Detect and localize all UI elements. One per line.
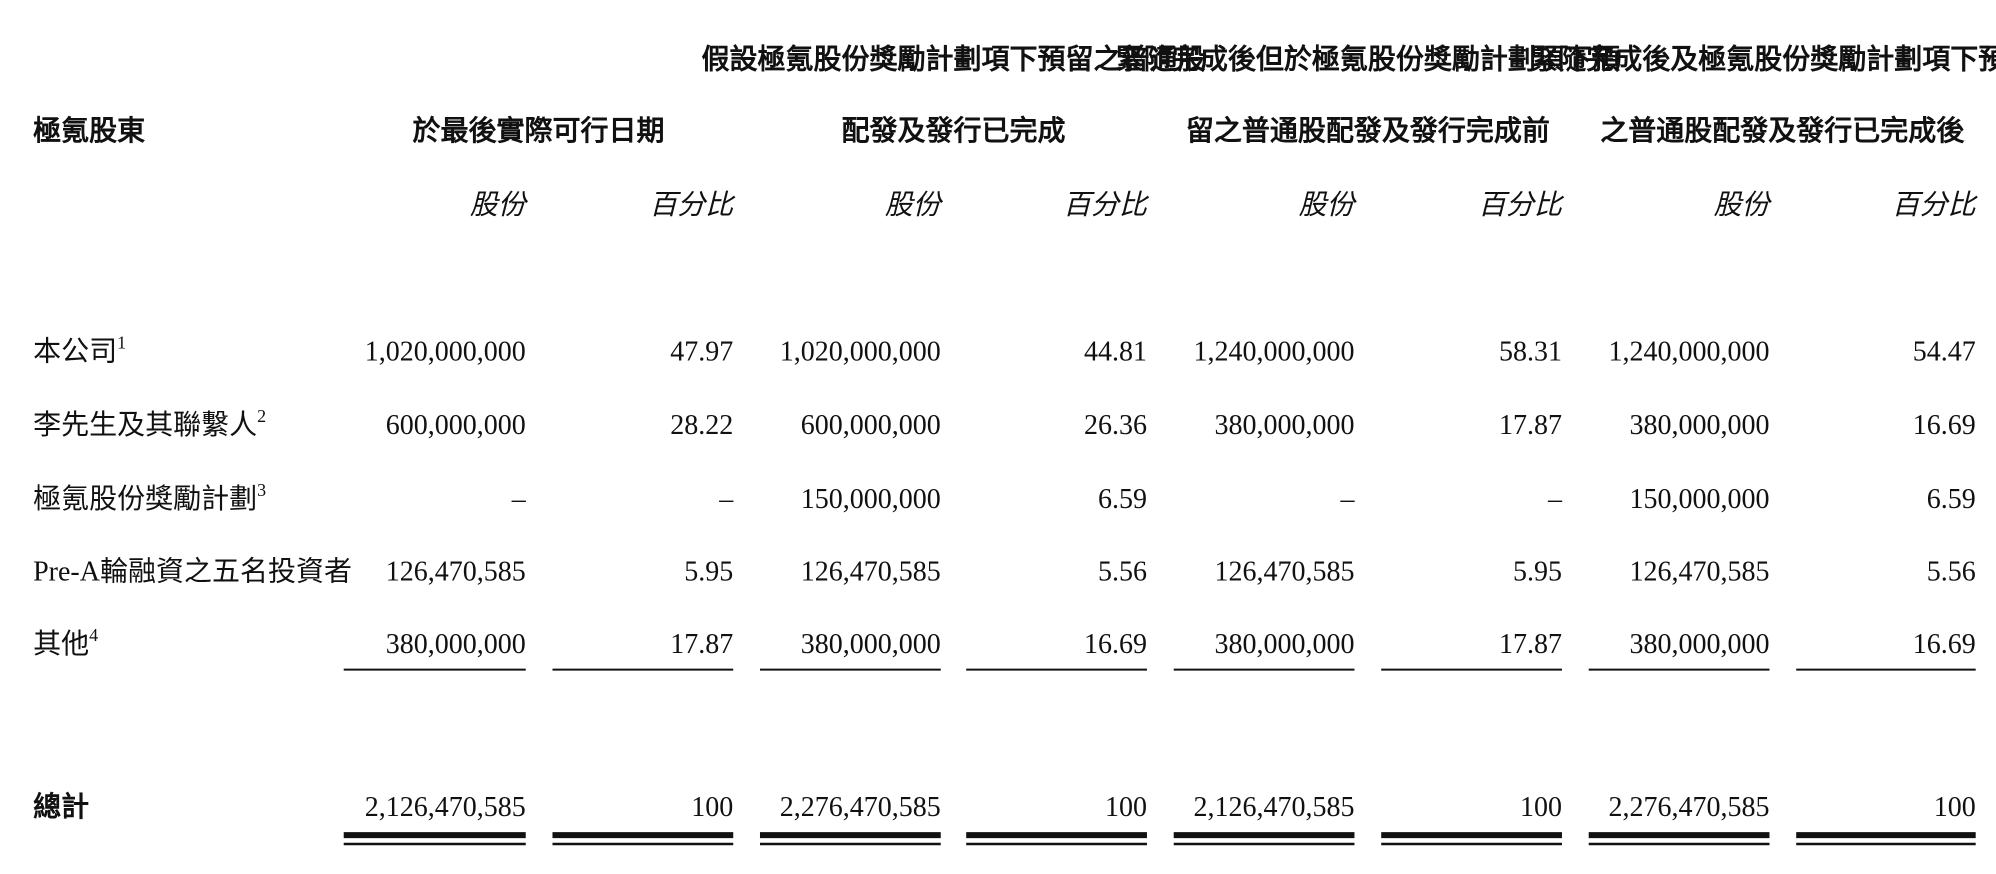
- cell: 380,000,000: [801, 629, 941, 660]
- total-cell: 2,276,470,585: [1608, 792, 1769, 823]
- cell: 1,240,000,000: [1608, 336, 1769, 367]
- sub-header: 百分比: [1892, 190, 1979, 221]
- total-cell: 100: [691, 792, 733, 823]
- sub-header: 百分比: [1478, 190, 1565, 221]
- row-name: 其他: [33, 628, 89, 660]
- row-label: 其他4: [33, 625, 98, 660]
- cell: 1,020,000,000: [780, 336, 941, 367]
- cell: 16.69: [1084, 629, 1147, 660]
- cell: 380,000,000: [1629, 629, 1769, 660]
- group-header: 緊隨完成後及極氪股份獎勵計劃項下預留: [1530, 43, 1996, 76]
- row-label: Pre-A輪融資之五名投資者: [33, 555, 352, 587]
- group-header: 留之普通股配發及發行完成前: [1186, 114, 1550, 147]
- footnote-ref: 2: [257, 406, 266, 426]
- cell: –: [511, 484, 527, 515]
- row-name: 極氪股份獎勵計劃: [33, 483, 257, 515]
- sub-header: 股份: [1713, 190, 1772, 221]
- cell: 47.97: [670, 336, 733, 367]
- footnote-ref: 3: [257, 480, 266, 500]
- cell: 28.22: [670, 410, 733, 441]
- cell: 150,000,000: [801, 484, 941, 515]
- cell: 126,470,585: [1214, 556, 1354, 587]
- total-cell: 100: [1520, 792, 1562, 823]
- row-label: 李先生及其聯繫人2: [33, 406, 266, 441]
- total-cell: 100: [1934, 792, 1976, 823]
- cell: 150,000,000: [1629, 484, 1769, 515]
- cell: 58.31: [1499, 336, 1562, 367]
- cell: 600,000,000: [801, 410, 941, 441]
- total-label: 總計: [33, 790, 89, 823]
- cell: –: [718, 484, 734, 515]
- cell: 5.56: [1927, 556, 1976, 587]
- row-name: Pre-A輪融資之五名投資者: [33, 555, 352, 587]
- cell: 16.69: [1913, 410, 1976, 441]
- group-header: 配發及發行已完成: [841, 114, 1065, 147]
- cell: 6.59: [1098, 484, 1147, 515]
- cell: 5.95: [1513, 556, 1562, 587]
- row-label: 本公司1: [33, 332, 126, 367]
- sub-header: 百分比: [649, 190, 736, 221]
- cell: 17.87: [1499, 410, 1562, 441]
- total-cell: 2,126,470,585: [365, 792, 526, 823]
- row-label: 極氪股份獎勵計劃3: [33, 480, 266, 515]
- cell: 380,000,000: [386, 629, 526, 660]
- group-header: 於最後實際可行日期: [412, 114, 664, 147]
- cell: 26.36: [1084, 410, 1147, 441]
- cell: 380,000,000: [1214, 629, 1354, 660]
- total-cell: 2,126,470,585: [1193, 792, 1354, 823]
- cell: –: [1339, 484, 1355, 515]
- cell: 380,000,000: [1214, 410, 1354, 441]
- cell: 17.87: [670, 629, 733, 660]
- total-cell: 100: [1105, 792, 1147, 823]
- cell: 44.81: [1084, 336, 1147, 367]
- cell: 17.87: [1499, 629, 1562, 660]
- cell: 126,470,585: [801, 556, 941, 587]
- cell: 16.69: [1913, 629, 1976, 660]
- footnote-ref: 4: [89, 625, 98, 645]
- cell: 5.56: [1098, 556, 1147, 587]
- cell: 1,240,000,000: [1193, 336, 1354, 367]
- cell: 126,470,585: [386, 556, 526, 587]
- footnote-ref: 1: [117, 332, 126, 352]
- cell: 6.59: [1927, 484, 1976, 515]
- cell: 54.47: [1913, 336, 1976, 367]
- group-header: 緊隨完成後但於極氪股份獎勵計劃項下預: [1116, 43, 1621, 76]
- group-header: 之普通股配發及發行已完成後: [1600, 114, 1965, 147]
- row-name: 本公司: [33, 335, 117, 367]
- group-header: 假設極氪股份獎勵計劃項下預留之普通股: [701, 43, 1205, 76]
- cell: –: [1547, 484, 1563, 515]
- sub-header: 百分比: [1063, 190, 1150, 221]
- cell: 1,020,000,000: [365, 336, 526, 367]
- sub-header: 股份: [885, 190, 944, 221]
- total-cell: 2,276,470,585: [780, 792, 941, 823]
- column-header: 極氪股東: [33, 115, 145, 147]
- cell: 380,000,000: [1629, 410, 1769, 441]
- sub-header: 股份: [470, 190, 529, 221]
- row-name: 李先生及其聯繫人: [33, 409, 257, 441]
- sub-header: 股份: [1298, 190, 1357, 221]
- cell: 600,000,000: [386, 410, 526, 441]
- cell: 126,470,585: [1629, 556, 1769, 587]
- cell: 5.95: [684, 556, 733, 587]
